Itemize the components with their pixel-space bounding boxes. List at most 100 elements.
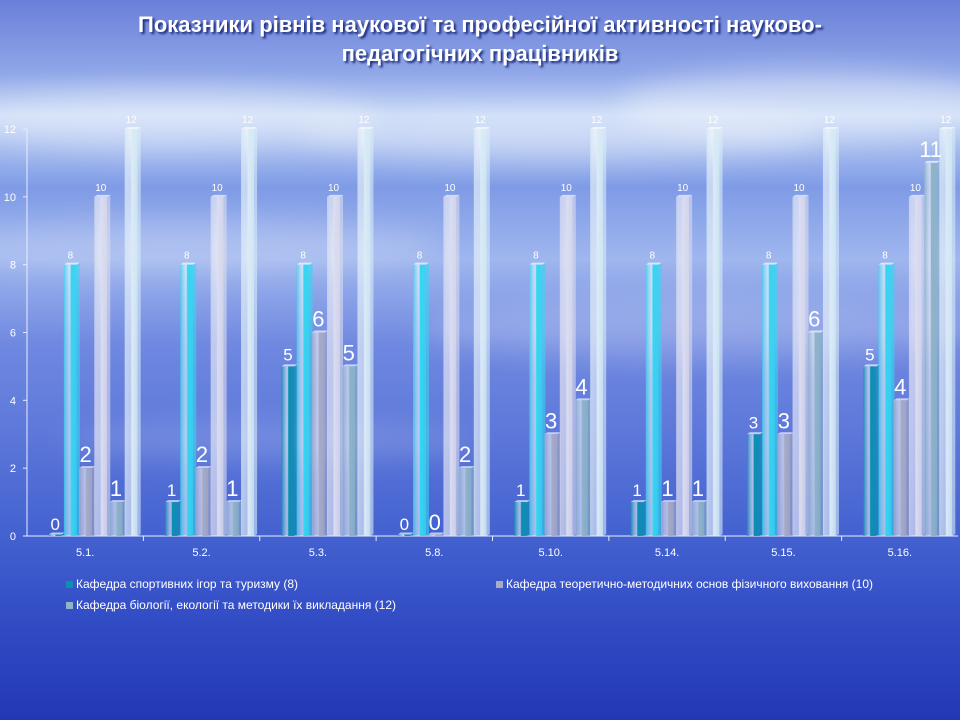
bar-top [225, 500, 242, 503]
bar [514, 502, 528, 536]
data-label: 3 [778, 408, 790, 433]
bar-top [706, 127, 723, 129]
bar-top [574, 398, 591, 401]
bar [878, 264, 892, 536]
data-label: 2 [196, 442, 208, 467]
bar-top [676, 194, 693, 197]
y-tick-label: 10 [4, 192, 16, 204]
data-label: 5 [343, 340, 355, 365]
bar-top [807, 330, 824, 333]
data-label: 2 [79, 442, 91, 467]
bar-top [473, 127, 490, 129]
y-tick-label: 4 [10, 395, 16, 407]
bar-top [443, 194, 460, 197]
data-label: 3 [545, 408, 557, 433]
bar-top [863, 364, 880, 367]
bar [473, 129, 487, 536]
y-tick-label: 0 [10, 531, 16, 543]
bar [241, 129, 255, 536]
data-label: 12 [475, 115, 487, 126]
bar [428, 534, 442, 536]
data-label: 10 [677, 183, 689, 194]
bar-side [254, 127, 258, 536]
bar-top [924, 160, 941, 163]
bar [529, 264, 543, 536]
bar-top [48, 532, 65, 535]
y-tick-label: 6 [10, 328, 16, 340]
data-label: 4 [575, 374, 587, 399]
bar [746, 434, 760, 536]
data-label: 8 [68, 251, 74, 262]
bar [893, 400, 907, 536]
bar [908, 196, 922, 537]
data-label: 5 [865, 345, 874, 364]
data-label: 1 [167, 481, 176, 500]
bar-top [792, 194, 809, 197]
bar-top [296, 262, 313, 265]
bar [357, 129, 371, 536]
data-label: 8 [533, 251, 539, 262]
data-label: 10 [95, 183, 107, 194]
bar [342, 366, 356, 536]
data-label: 1 [692, 476, 704, 501]
bar-top [908, 194, 925, 197]
data-label: 8 [300, 251, 306, 262]
data-label: 4 [894, 374, 906, 399]
bar [544, 434, 558, 536]
bar-side [426, 262, 430, 536]
bar-top [559, 194, 576, 197]
bar-side [658, 262, 662, 536]
bar-top [691, 500, 708, 503]
bar [777, 434, 791, 536]
bar-side [370, 127, 374, 536]
data-label: 12 [591, 115, 603, 126]
bar [327, 196, 341, 537]
bar [630, 502, 644, 536]
legend-label: Кафедра спортивних ігор та туризму (8) [76, 577, 299, 591]
data-label: 8 [766, 251, 772, 262]
bar-side [719, 127, 723, 536]
x-tick-label: 5.10. [538, 547, 562, 559]
bar [48, 534, 62, 536]
legend-swatch [496, 581, 503, 588]
data-label: 10 [328, 183, 340, 194]
bar [165, 502, 179, 536]
bar [590, 129, 604, 536]
data-label: 6 [312, 307, 324, 332]
bar-top [180, 262, 197, 265]
data-label: 10 [561, 183, 573, 194]
bar-top [281, 364, 298, 367]
bar [79, 468, 93, 536]
bar-top [79, 466, 96, 469]
data-label: 1 [110, 476, 122, 501]
bar-top [939, 127, 956, 129]
bar [706, 129, 720, 536]
x-tick-label: 5.15. [771, 547, 795, 559]
legend-label: Кафедра біології, екології та методики ї… [76, 598, 396, 612]
data-label: 10 [212, 183, 224, 194]
data-label: 0 [429, 510, 441, 535]
bar [210, 196, 224, 537]
data-label: 10 [444, 183, 456, 194]
bar [195, 468, 209, 536]
x-tick-label: 5.2. [192, 547, 210, 559]
bar-top [529, 262, 546, 265]
bar [939, 129, 953, 536]
data-label: 1 [632, 481, 641, 500]
data-label: 12 [358, 115, 370, 126]
bar-side [456, 194, 460, 537]
x-tick-label: 5.16. [888, 547, 912, 559]
legend-item: Кафедра теоретично-методичних основ фізи… [496, 574, 873, 595]
bar-top [428, 532, 445, 535]
bar-top [645, 262, 662, 265]
bar [792, 196, 806, 537]
bar [660, 502, 674, 536]
bar [762, 264, 776, 536]
data-label: 8 [649, 251, 655, 262]
legend-item: Кафедра спортивних ігор та туризму (8) [66, 574, 298, 595]
bar-side [486, 127, 490, 536]
bar [645, 264, 659, 536]
bar [691, 502, 705, 536]
legend-swatch [66, 602, 73, 609]
bar-top [878, 262, 895, 265]
